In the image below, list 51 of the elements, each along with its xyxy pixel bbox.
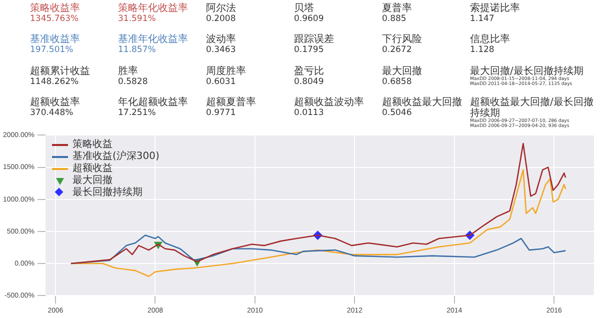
text: 17.251% [118,108,157,118]
text: 1.147 [470,14,496,24]
text: 基准收益率 [30,34,81,46]
text: 年化超额收益率 [118,96,189,108]
text: 0.9771 [206,108,237,118]
text: 策略收益率 [30,3,81,14]
text: 策略年化收益率 [118,3,189,14]
legend-label: 最大回撤 [72,175,113,186]
text: 超额夏普率 [206,96,257,108]
text: 197.501% [30,45,74,56]
text: 31.591% [118,14,157,24]
text: 阿尔法 [206,3,237,14]
text: 0.2008 [206,14,237,24]
text: 0.0113 [294,108,325,118]
legend-label: 最长回撤持续期 [72,187,143,200]
text: 最大回撤 [382,66,423,76]
text: 下行风险 [382,34,423,46]
text: 波动率 [206,34,237,46]
text: 1148.262% [30,76,80,86]
text: 基准年化收益率 [118,34,189,46]
text: 1345.763% [30,14,80,24]
text: 11.857% [118,45,157,56]
text: 0.6858 [382,76,413,86]
text: 0.2672 [382,45,413,56]
text: 胜率 [118,66,139,76]
text: 0.5046 [382,108,413,118]
text: 盈亏比 [294,66,325,76]
text: 超额收益波动率 [294,96,365,108]
text: 0.5828 [118,76,149,86]
text: 超额收益最大回撤 [382,96,463,108]
text: 周度胜率 [206,66,247,76]
legend-label: 策略收益 [72,139,113,150]
text: 0.3463 [206,45,237,56]
text: 夏普率 [382,3,413,14]
legend-label: 超额收益 [72,163,113,174]
text: 超额累计收益 [30,66,91,76]
text: 最大回撤/最长回撤持续期 [470,66,584,76]
text: 0.9609 [294,14,325,24]
text: 跟踪误差 [294,34,335,46]
text: 信息比率 [470,34,511,46]
legend-label: 基准收益(沪深300) [72,151,160,162]
text: 贝塔 [294,3,315,14]
text: 0.8049 [294,76,325,86]
text: 1.128 [470,45,496,56]
text: 超额收益最大回撤/最长回撤持续期 [470,96,594,119]
text: 0.6031 [206,76,237,86]
text: 370.448% [30,108,74,118]
text: 0.1795 [294,45,325,56]
text: 索提诺比率 [470,3,521,14]
text: 超额收益率 [30,96,81,108]
text: 0.885 [382,14,408,24]
